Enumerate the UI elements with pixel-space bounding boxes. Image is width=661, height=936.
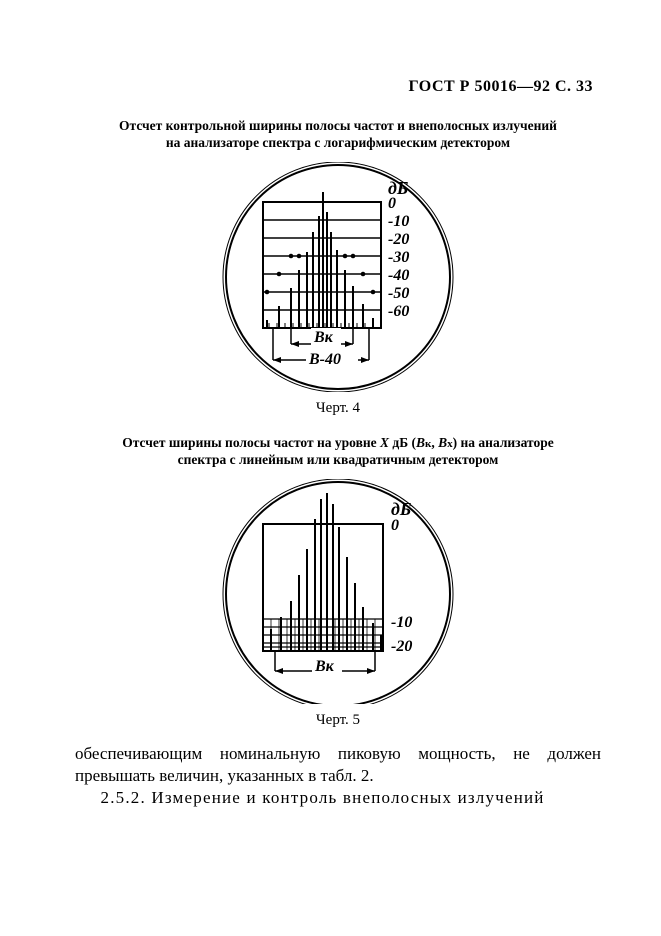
figure-2: дБ0 -10 -20 Вк Черт. 5	[75, 479, 601, 729]
figure-2-caption: Отсчет ширины полосы частот на уровне X …	[101, 435, 574, 469]
paragraph: обеспечивающим номинальную пиковую мощно…	[75, 743, 601, 787]
svg-text:В-40: В-40	[308, 351, 341, 368]
svg-text:0: 0	[388, 195, 396, 212]
svg-text:-10: -10	[391, 614, 412, 631]
paragraph: 2.5.2. Измерение и контроль внеполосных …	[75, 787, 601, 809]
figure-2-svg: дБ0 -10 -20 Вк	[213, 479, 463, 704]
caption-line: Отсчет контрольной ширины полосы частот …	[119, 118, 557, 133]
svg-text:-30: -30	[388, 249, 409, 266]
svg-text:0: 0	[391, 517, 399, 534]
caption-var: X	[380, 435, 389, 450]
caption-text: Отсчет ширины полосы частот на уровне	[122, 435, 380, 450]
caption-text: ) на анализаторе	[453, 435, 554, 450]
svg-text:-20: -20	[391, 638, 412, 655]
page-header: ГОСТ Р 50016—92 С. 33	[75, 78, 601, 96]
svg-text:-10: -10	[388, 213, 409, 230]
svg-text:-20: -20	[388, 231, 409, 248]
figure-1: дБ0-10-20-30-40-50-60ВкВ-40 Черт. 4	[75, 162, 601, 417]
svg-text:-40: -40	[388, 267, 409, 284]
caption-line: спектра с линейным или квадратичным дете…	[178, 452, 499, 467]
body-text: обеспечивающим номинальную пиковую мощно…	[75, 743, 601, 809]
figure-1-caption: Отсчет контрольной ширины полосы частот …	[101, 118, 574, 152]
caption-text: дБ (	[389, 435, 416, 450]
svg-text:-50: -50	[388, 285, 409, 302]
caption-var: B	[438, 435, 447, 450]
caption-var: B	[416, 435, 425, 450]
svg-text:Вк: Вк	[314, 658, 335, 675]
caption-line: на анализаторе спектра с логарифмическим…	[166, 135, 510, 150]
svg-text:-60: -60	[388, 303, 409, 320]
page: ГОСТ Р 50016—92 С. 33 Отсчет контрольной…	[0, 0, 661, 936]
figure-1-label: Черт. 4	[316, 400, 360, 417]
figure-1-svg: дБ0-10-20-30-40-50-60ВкВ-40	[213, 162, 463, 392]
svg-text:дБ: дБ	[391, 499, 411, 519]
svg-text:Вк: Вк	[313, 329, 334, 346]
figure-2-label: Черт. 5	[316, 712, 360, 729]
